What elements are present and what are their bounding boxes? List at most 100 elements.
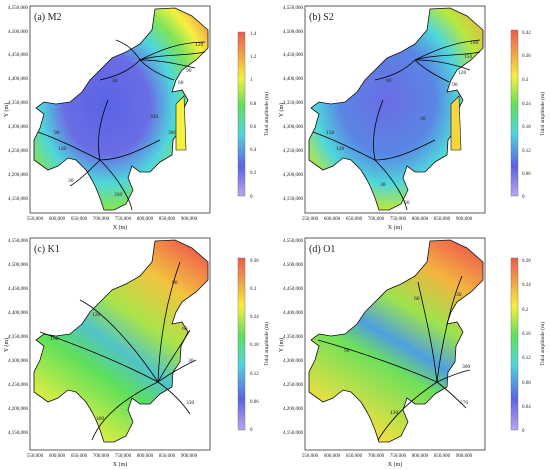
s2-colorbar-label: Tidal amplitude (m): [539, 92, 546, 136]
o1-phase-labels: 60 30 90 120 300 270: [344, 292, 471, 416]
o1-colorbar-tick: 0.28: [522, 259, 531, 264]
o1-y-ticks: 4,550,000 4,500,000 4,450,000 4,400,000 …: [283, 239, 304, 436]
o1-phase-label: 120: [390, 410, 399, 416]
m2-x-tick: 800,000: [137, 217, 154, 222]
s2-colorbar-tick: 0.24: [522, 102, 531, 107]
m2-y-tick: 4,400,000: [8, 77, 29, 82]
s2-colorbar-tick: 0.36: [522, 54, 531, 59]
o1-colorbar: [510, 257, 519, 431]
m2-y-tick: 4,350,000: [8, 101, 29, 106]
o1-colorbar-tick: 0.12: [522, 356, 531, 361]
o1-x-tick: 650,000: [346, 454, 363, 459]
s2-y-tick: 4,250,000: [283, 149, 304, 154]
o1-colorbar-tick: 0: [522, 429, 525, 434]
k1-colorbar-tick: 0.12: [250, 372, 259, 377]
s2-y-tick: 4,300,000: [283, 125, 304, 130]
o1-y-tick: 4,150,000: [283, 431, 304, 436]
m2-phase-label: 90: [186, 68, 192, 74]
k1-x-axis-label: X (m): [113, 461, 128, 468]
o1-x-tick: 550,000: [302, 454, 319, 459]
m2-x-tick: 750,000: [115, 217, 132, 222]
k1-y-tick: 4,250,000: [8, 383, 29, 388]
k1-colorbar-label: Tidal amplitude (m): [263, 322, 270, 366]
s2-y-tick: 4,200,000: [283, 173, 304, 178]
o1-y-tick: 4,250,000: [283, 383, 304, 388]
s2-y-tick: 4,150,000: [283, 197, 304, 202]
m2-y-tick: 4,150,000: [8, 197, 29, 202]
k1-colorbar-tick: 0.06: [250, 400, 259, 405]
k1-x-tick: 750,000: [115, 454, 132, 459]
s2-x-tick: 850,000: [434, 217, 451, 222]
o1-y-tick: 4,550,000: [283, 239, 304, 244]
k1-x-tick: 800,000: [137, 454, 154, 459]
m2-y-tick: 4,550,000: [8, 6, 29, 11]
o1-colorbar-tick: 0.04: [522, 405, 531, 410]
s2-colorbar-ticks: 0.42 0.36 0.3 0.24 0.18 0.12 0.06 0: [522, 31, 531, 200]
s2-phase-label: 120: [458, 70, 467, 76]
m2-colorbar-tick: 0.2: [250, 171, 257, 176]
k1-y-ticks: 4,550,000 4,500,000 4,450,000 4,400,000 …: [8, 239, 29, 436]
m2-colorbar-tick: 1: [250, 78, 253, 83]
m2-phase-label: 60: [178, 80, 184, 86]
m2-colorbar-tick: 0.4: [250, 148, 257, 153]
k1-y-tick: 4,500,000: [8, 263, 29, 268]
o1-x-tick: 700,000: [368, 454, 385, 459]
m2-phase-label: 330: [114, 192, 123, 198]
k1-x-tick: 600,000: [49, 454, 66, 459]
k1-colorbar-ticks: 0.36 0.3 0.24 0.18 0.12 0.06 0: [250, 259, 259, 433]
s2-x-ticks: 550,000 600,000 650,000 700,000 750,000 …: [302, 217, 473, 222]
k1-y-tick: 4,400,000: [8, 311, 29, 316]
o1-phase-label: 30: [456, 292, 462, 298]
s2-phase-label: 150: [326, 130, 335, 136]
s2-colorbar-tick: 0.42: [522, 31, 531, 36]
s2-cotidal-lines: [312, 39, 481, 211]
m2-cotidal-lines: [37, 39, 206, 211]
s2-y-axis-label: Y (m): [278, 103, 285, 117]
o1-x-tick: 600,000: [324, 454, 341, 459]
s2-phase-label: 30: [404, 200, 410, 206]
s2-y-ticks: 4,550,000 4,500,000 4,450,000 4,400,000 …: [283, 6, 304, 202]
k1-y-tick: 4,300,000: [8, 359, 29, 364]
m2-colorbar: [237, 31, 246, 197]
m2-y-tick: 4,200,000: [8, 173, 29, 178]
k1-x-tick: 550,000: [27, 454, 44, 459]
m2-phase-label: 30: [68, 178, 74, 184]
o1-panel-label: (d) O1: [309, 244, 335, 255]
k1-phase-labels: 90 120 150 180 60 30 330: [50, 280, 195, 422]
k1-phase-label: 90: [172, 280, 178, 286]
m2-y-axis-label: Y (m): [3, 103, 10, 117]
k1-x-ticks: 550,000 600,000 650,000 700,000 750,000 …: [27, 454, 198, 459]
o1-colorbar-tick: 0.16: [522, 332, 531, 337]
panel-o1: 60 30 90 120 300 270 (d) O1 4,550,000 4,…: [278, 237, 546, 468]
s2-x-tick: 900,000: [456, 217, 473, 222]
panel-m2: 120 90 60 30 330 300 90 120 30 330 (a) M…: [3, 5, 270, 231]
s2-y-tick: 4,450,000: [283, 53, 304, 58]
o1-x-tick: 800,000: [412, 454, 429, 459]
s2-x-axis-label: X (m): [388, 224, 403, 231]
m2-colorbar-tick: 1.2: [250, 55, 257, 60]
s2-colorbar-tick: 0.06: [522, 172, 531, 177]
o1-x-tick: 900,000: [456, 454, 473, 459]
k1-colorbar-tick: 0.24: [250, 315, 259, 320]
s2-phase-label: 30: [380, 182, 386, 188]
s2-phase-label: 90: [452, 82, 458, 88]
k1-phase-label: 120: [92, 312, 101, 318]
k1-cotidal-lines: [39, 261, 197, 441]
o1-cotidal-lines: [317, 275, 471, 441]
s2-phase-label: 120: [336, 146, 345, 152]
k1-phase-label: 180: [96, 416, 105, 422]
s2-x-tick: 650,000: [346, 217, 363, 222]
s2-phase-label: 150: [464, 54, 473, 60]
m2-x-ticks: 550,000 600,000 650,000 700,000 750,000 …: [27, 217, 198, 222]
o1-y-tick: 4,400,000: [283, 311, 304, 316]
k1-x-tick: 850,000: [159, 454, 176, 459]
m2-y-tick: 4,450,000: [8, 53, 29, 58]
o1-colorbar-ticks: 0.28 0.24 0.2 0.16 0.12 0.08 0.04 0: [522, 259, 531, 434]
m2-x-axis-label: X (m): [113, 224, 128, 231]
o1-y-axis-label: Y (m): [278, 338, 285, 352]
o1-colorbar-label: Tidal amplitude (m): [539, 322, 546, 366]
m2-colorbar-tick: 0: [250, 195, 253, 200]
m2-colorbar-tick: 1.4: [250, 32, 257, 37]
o1-x-tick: 750,000: [390, 454, 407, 459]
m2-colorbar-label: Tidal amplitude (m): [263, 92, 270, 136]
